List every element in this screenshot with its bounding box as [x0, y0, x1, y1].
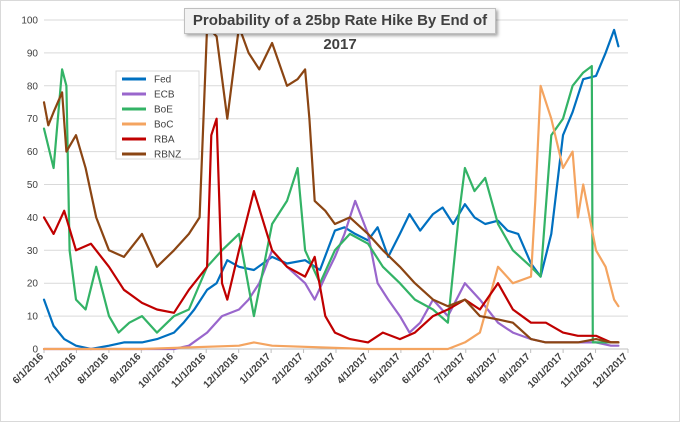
x-tick-label: 5/1/2017 — [368, 351, 404, 387]
x-tick-label: 6/1/2017 — [400, 351, 436, 387]
x-tick-label: 2/1/2017 — [270, 351, 306, 387]
x-tick-label: 4/1/2017 — [335, 351, 371, 387]
x-tick-label: 6/1/2016 — [11, 351, 47, 387]
x-tick-label: 8/1/2016 — [76, 351, 112, 387]
x-tick-label: 12/1/2017 — [591, 351, 631, 391]
x-tick-label: 8/1/2017 — [465, 351, 501, 387]
y-tick-label: 50 — [27, 180, 39, 191]
y-tick-label: 70 — [27, 114, 39, 125]
x-tick-label: 7/1/2016 — [43, 351, 79, 387]
series-line-boc — [42, 84, 620, 351]
legend-label-boc: BoC — [154, 120, 173, 131]
y-tick-label: 80 — [27, 81, 39, 92]
x-tick-label: 3/1/2017 — [303, 351, 339, 387]
y-tick-label: 10 — [27, 312, 39, 323]
x-tick-label: 10/1/2017 — [526, 351, 566, 391]
x-tick-label: 7/1/2017 — [433, 351, 469, 387]
y-tick-label: 0 — [32, 345, 38, 356]
y-tick-label: 60 — [27, 147, 39, 158]
x-tick-label: 1/1/2017 — [238, 351, 274, 387]
legend-label-ecb: ECB — [154, 90, 175, 101]
series-line-rbnz — [42, 25, 620, 344]
y-tick-label: 40 — [27, 213, 39, 224]
legend: Fed ECB BoE BoC RBA RBNZ — [115, 70, 200, 161]
x-tick-label: 10/1/2016 — [137, 351, 177, 391]
series-lines — [42, 25, 620, 351]
legend-label-rbnz: RBNZ — [154, 150, 181, 161]
legend-label-rba: RBA — [154, 135, 175, 146]
chart-title: Probability of a 25bp Rate Hike By End o… — [184, 8, 496, 53]
axes: 01020304050607080901006/1/20167/1/20168/… — [11, 16, 631, 391]
series-line-rba — [42, 117, 620, 344]
legend-label-fed: Fed — [154, 75, 171, 86]
y-tick-label: 30 — [27, 246, 39, 257]
y-tick-label: 90 — [27, 48, 39, 59]
y-tick-label: 100 — [21, 16, 38, 27]
y-tick-label: 20 — [27, 279, 39, 290]
series-line-boe — [42, 64, 620, 344]
legend-box — [115, 70, 200, 160]
x-tick-label: 12/1/2016 — [202, 351, 242, 391]
legend-label-boe: BoE — [154, 105, 173, 116]
